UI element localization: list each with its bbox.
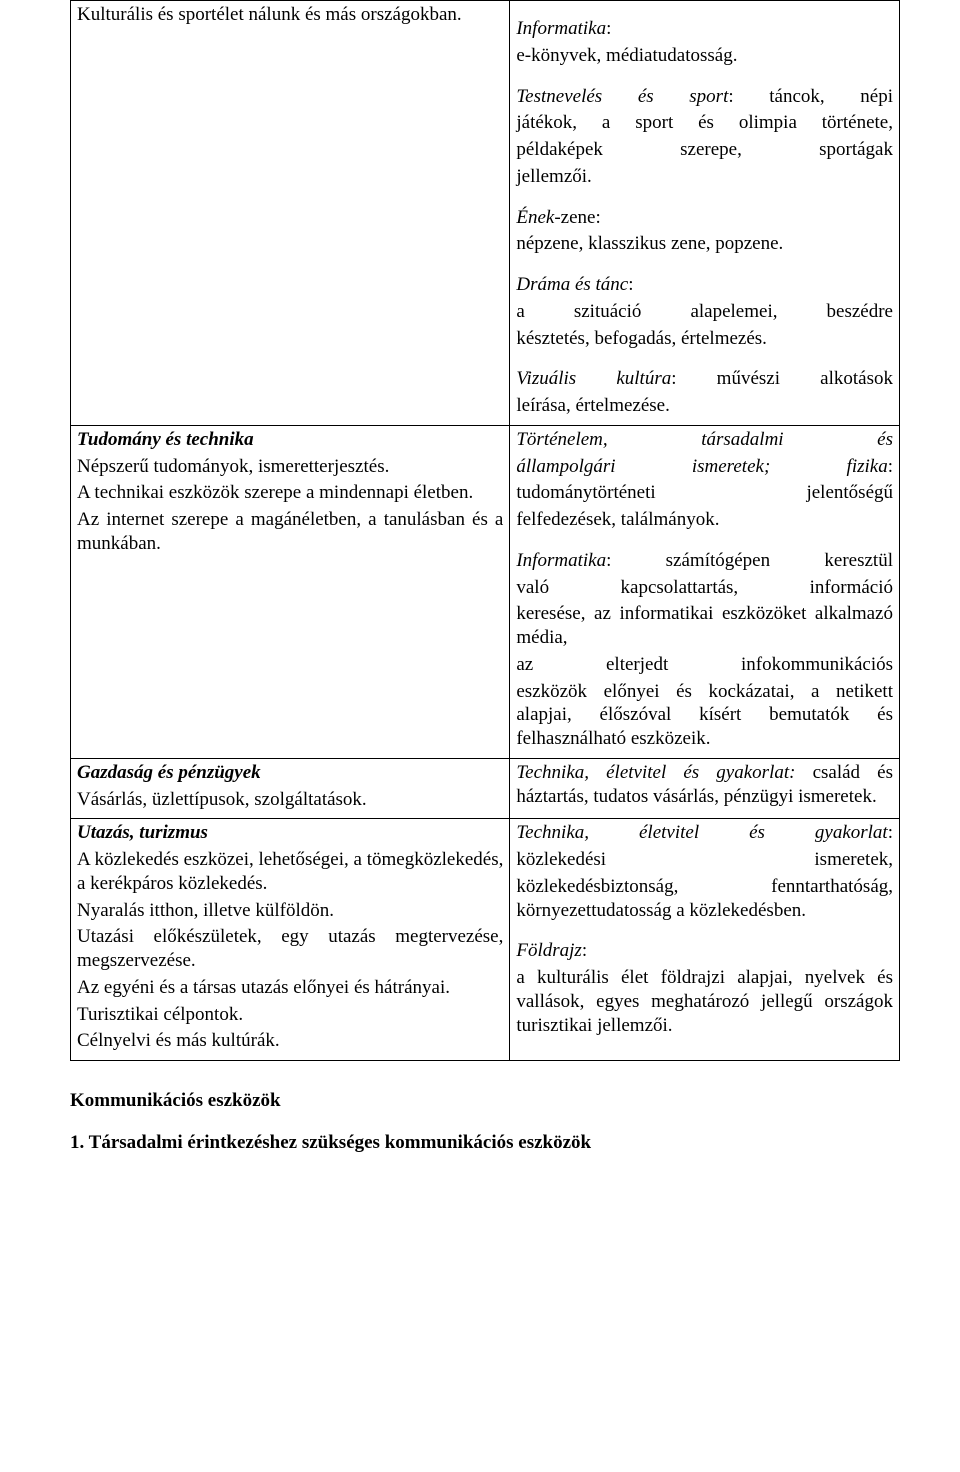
table-row: Tudomány és technika Népszerű tudományok… [71,425,900,758]
subject-label: Informatika [516,18,606,39]
text-line: játékok, a sport és olimpia története, [516,111,893,135]
table-row: Gazdaság és pénzügyek Vásárlás, üzlettíp… [71,758,900,819]
text-line: Technika, életvitel és gyakorlat: [516,821,893,845]
text-line: az elterjedt infokommunikációs [516,653,893,677]
text-line: Nyaralás itthon, illetve külföldön. [77,899,503,923]
cell-right-2: Történelem, társadalmi és állampolgári i… [510,425,900,758]
text-line: Testnevelés és sport: táncok, népi [516,85,893,109]
subject-label: Dráma és tánc [516,274,628,295]
text-line: eszközök előnyei és kockázatai, a netike… [516,680,893,751]
subject-label: Technika, életvitel és gyakorlat: [516,762,795,783]
section-subheading: 1. Társadalmi érintkezéshez szükséges ko… [70,1131,900,1155]
subject-label: társadalmi [701,429,783,450]
subject-label: Földrajz [516,940,581,961]
topic-title: Utazás, turizmus [77,821,503,845]
text-line: Vásárlás, üzlettípusok, szolgáltatások. [77,788,503,812]
subject-label: Történelem, [516,429,607,450]
subject-label: és [877,429,893,450]
text: az [516,654,533,675]
subject-label: Ének [516,207,554,228]
cell-right-1: Informatika: e-könyvek, médiatudatosság.… [510,1,900,426]
text-line: Az internet szerepe a magánéletben, a ta… [77,508,503,556]
text-line: Történelem, társadalmi és [516,428,893,452]
text-line: közlekedésbiztonság, fenntarthatóság, kö… [516,875,893,923]
subject-label: Testnevelés és sport [516,86,728,107]
cell-left-3: Gazdaság és pénzügyek Vásárlás, üzlettíp… [71,758,510,819]
text: sportágak [819,139,893,160]
text-line: Népszerű tudományok, ismeretterjesztés. [77,455,503,479]
text-line: A közlekedés eszközei, lehetőségei, a tö… [77,848,503,896]
text: -zene: [554,207,600,228]
text-line: Kulturális és sportélet nálunk és más or… [77,3,503,27]
curriculum-table: Kulturális és sportélet nálunk és más or… [70,0,900,1061]
text-line: a kulturális élet földrajzi alapjai, nye… [516,966,893,1037]
text: infokommunikációs [741,654,893,675]
cell-right-4: Technika, életvitel és gyakorlat: közlek… [510,819,900,1061]
text: : [606,18,611,39]
text-line: Dráma és tánc: [516,273,893,297]
text: : [888,456,893,477]
text: közlekedési [516,849,606,870]
subject-label: fizika [847,456,888,477]
cell-left-2: Tudomány és technika Népszerű tudományok… [71,425,510,758]
table-row: Utazás, turizmus A közlekedés eszközei, … [71,819,900,1061]
text: kapcsolattartás, [621,577,739,598]
text-line: Utazási előkészületek, egy utazás megter… [77,925,503,973]
text: ismeretek, [814,849,893,870]
text-line: állampolgári ismeretek; fizika: [516,455,893,479]
text-line: felfedezések, találmányok. [516,508,893,532]
text: : művészi alkotások [671,368,893,389]
cell-right-3: Technika, életvitel és gyakorlat: család… [510,758,900,819]
text: jelentőségű [806,482,893,503]
text-line: leírása, értelmezése. [516,394,893,418]
subject-label: Vizuális kultúra [516,368,671,389]
text: : táncok, népi [728,86,893,107]
text-line: Célnyelvi és más kultúrák. [77,1029,503,1053]
text-line: Az egyéni és a társas utazás előnyei és … [77,976,503,1000]
topic-title: Gazdaság és pénzügyek [77,761,503,785]
topic-title: Tudomány és technika [77,428,503,452]
text-line: Ének-zene: [516,206,893,230]
text-line: való kapcsolattartás, információ [516,576,893,600]
text-line: A technikai eszközök szerepe a mindennap… [77,481,503,505]
text: elterjedt [606,654,668,675]
text: szerepe, [680,139,742,160]
cell-left-4: Utazás, turizmus A közlekedés eszközei, … [71,819,510,1061]
text-line: a szituáció alapelemei, beszédre [516,300,893,324]
paragraph: Informatika: [516,17,893,41]
subject-label: Informatika [516,550,606,571]
text-line: népzene, klasszikus zene, popzene. [516,232,893,256]
section-heading: Kommunikációs eszközök [70,1089,900,1113]
text-line: Informatika: számítógépen keresztül [516,549,893,573]
text-line: közlekedési ismeretek, [516,848,893,872]
text-line: jellemzői. [516,165,893,189]
text: példaképek [516,139,603,160]
page: Kulturális és sportélet nálunk és más or… [0,0,960,1195]
text-line: e-könyvek, médiatudatosság. [516,44,893,68]
subject-label: Technika, életvitel és gyakorlat [516,822,887,843]
text: tudománytörténeti [516,482,655,503]
subject-label: állampolgári [516,456,615,477]
text: : [582,940,587,961]
text-line: Turisztikai célpontok. [77,1003,503,1027]
cell-left-1: Kulturális és sportélet nálunk és más or… [71,1,510,426]
text-line: Vizuális kultúra: művészi alkotások [516,367,893,391]
text: információ [810,577,893,598]
text-line: késztetés, befogadás, értelmezés. [516,327,893,351]
text-line: keresése, az informatikai eszközöket alk… [516,602,893,650]
text-line: példaképek szerepe, sportágak [516,138,893,162]
table-row: Kulturális és sportélet nálunk és más or… [71,1,900,426]
text: való [516,577,549,598]
text-line: Földrajz: [516,939,893,963]
subject-label: ismeretek; [692,456,770,477]
text-line: tudománytörténeti jelentőségű [516,481,893,505]
text-line: Technika, életvitel és gyakorlat: család… [516,761,893,809]
text: : [888,822,893,843]
text: : számítógépen keresztül [606,550,893,571]
text: : [628,274,633,295]
